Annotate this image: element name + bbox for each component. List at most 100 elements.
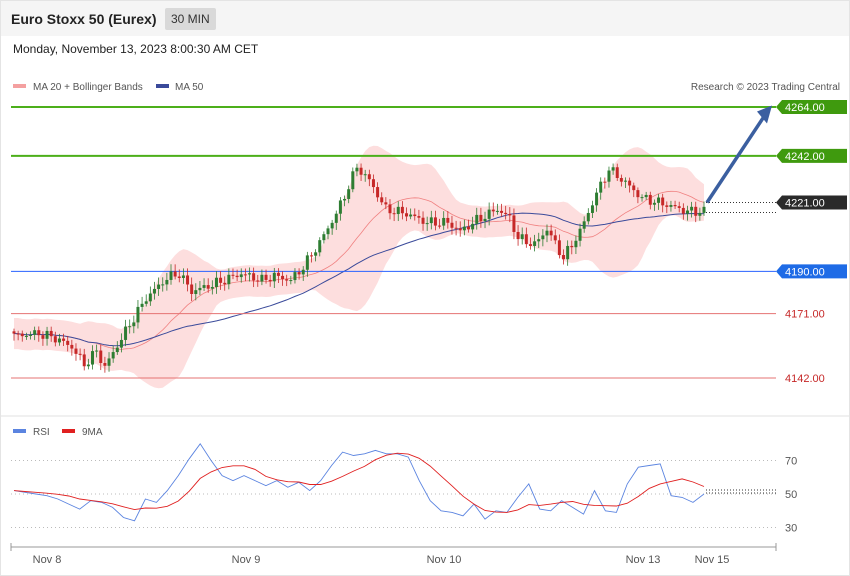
candle-body — [590, 205, 594, 213]
rsi-legend-swatch — [13, 429, 26, 433]
candle-body — [487, 209, 491, 219]
candle-body — [376, 187, 380, 198]
candle-body — [607, 170, 611, 182]
candle-body — [417, 216, 421, 218]
candle-body — [500, 210, 504, 213]
candle-body — [140, 303, 144, 307]
pivot-level-tag — [776, 264, 847, 279]
rsi-tick-label: 70 — [785, 456, 797, 468]
candle-body — [165, 279, 169, 285]
candle-body — [557, 240, 561, 256]
current-level-label: 4221.00 — [785, 198, 825, 210]
candle-body — [281, 275, 285, 280]
candle-body — [301, 269, 305, 275]
candle-body — [128, 326, 132, 328]
candle-body — [429, 217, 433, 224]
candle-body — [152, 288, 156, 294]
candle-body — [157, 284, 161, 289]
x-tick-label: Nov 8 — [33, 554, 62, 566]
candle-body — [285, 279, 289, 281]
candle-body — [119, 339, 123, 348]
candle-body — [516, 231, 520, 240]
candle-body — [227, 274, 231, 285]
x-tick-label: Nov 15 — [695, 554, 730, 566]
candle-body — [318, 240, 322, 253]
candle-body — [62, 338, 66, 341]
candle-body — [359, 167, 363, 175]
candle-body — [330, 222, 334, 229]
candle-body — [400, 206, 404, 214]
candle-body — [545, 230, 549, 236]
candle-body — [41, 335, 45, 339]
candle-body — [446, 217, 450, 223]
candle-body — [107, 358, 111, 366]
candle-body — [685, 210, 689, 214]
candle-body — [677, 206, 681, 208]
candle-body — [450, 222, 454, 228]
candle-body — [462, 226, 466, 231]
ma50-legend-swatch — [156, 84, 169, 88]
candle-body — [425, 223, 429, 225]
candle-body — [541, 235, 545, 240]
candle-body — [132, 322, 136, 327]
candle-body — [665, 205, 669, 207]
candle-body — [351, 171, 355, 190]
candle-body — [37, 330, 41, 336]
bollinger-band-area — [14, 145, 704, 389]
candle-body — [103, 363, 107, 366]
candle-body — [314, 252, 318, 256]
candle-body — [181, 275, 185, 278]
candle-body — [20, 333, 24, 337]
candle-body — [475, 214, 479, 224]
candle-body — [53, 336, 57, 343]
ma20-line — [14, 190, 705, 350]
arrow-head — [757, 105, 772, 124]
x-tick-label: Nov 13 — [626, 554, 661, 566]
candle-body — [86, 364, 90, 367]
candle-body — [392, 213, 396, 215]
candle-body — [611, 167, 615, 171]
candle-body — [367, 174, 371, 180]
candle-body — [640, 197, 644, 199]
x-axis-ticks: Nov 8 Nov 9 Nov 10 Nov 13 Nov 15 — [10, 543, 777, 566]
candle-body — [504, 212, 508, 215]
candle-body — [252, 273, 256, 281]
candle-body — [698, 212, 702, 216]
candle-body — [578, 228, 582, 241]
rsi-panel: 70 50 30 — [11, 443, 797, 535]
candlesticks — [12, 163, 706, 373]
resistance-level-label: 4242.00 — [785, 151, 825, 163]
candle-body — [326, 228, 330, 235]
chart-header: Euro Stoxx 50 (Eurex) 30 MIN — [1, 1, 849, 36]
candle-body — [657, 197, 661, 203]
candle-body — [471, 223, 475, 230]
rsi-tick-label: 30 — [785, 523, 797, 535]
candle-body — [243, 274, 247, 276]
candle-body — [186, 275, 190, 285]
candle-body — [690, 206, 694, 211]
candle-body — [95, 350, 99, 352]
candle-body — [632, 185, 636, 191]
candle-body — [533, 241, 537, 246]
projection-arrow — [705, 105, 772, 204]
rsi-ma-legend-swatch — [62, 429, 75, 433]
candle-body — [599, 181, 603, 193]
rsi-ma-legend-label: 9MA — [82, 427, 103, 438]
candle-body — [99, 350, 103, 364]
candle-body — [239, 274, 243, 278]
candle-body — [421, 217, 425, 224]
candle-body — [124, 326, 128, 340]
candle-body — [652, 202, 656, 205]
candle-body — [384, 202, 388, 205]
candle-body — [566, 245, 570, 260]
candle-body — [177, 276, 181, 278]
rsi-ma-line — [13, 452, 705, 513]
candle-body — [169, 271, 173, 280]
candle-body — [363, 174, 367, 176]
ma50-legend-label: MA 50 — [175, 82, 204, 93]
candle-body — [223, 282, 227, 285]
candle-body — [198, 287, 202, 291]
candle-body — [405, 213, 409, 217]
candle-body — [297, 272, 301, 275]
timeframe-button[interactable]: 30 MIN — [165, 8, 216, 30]
